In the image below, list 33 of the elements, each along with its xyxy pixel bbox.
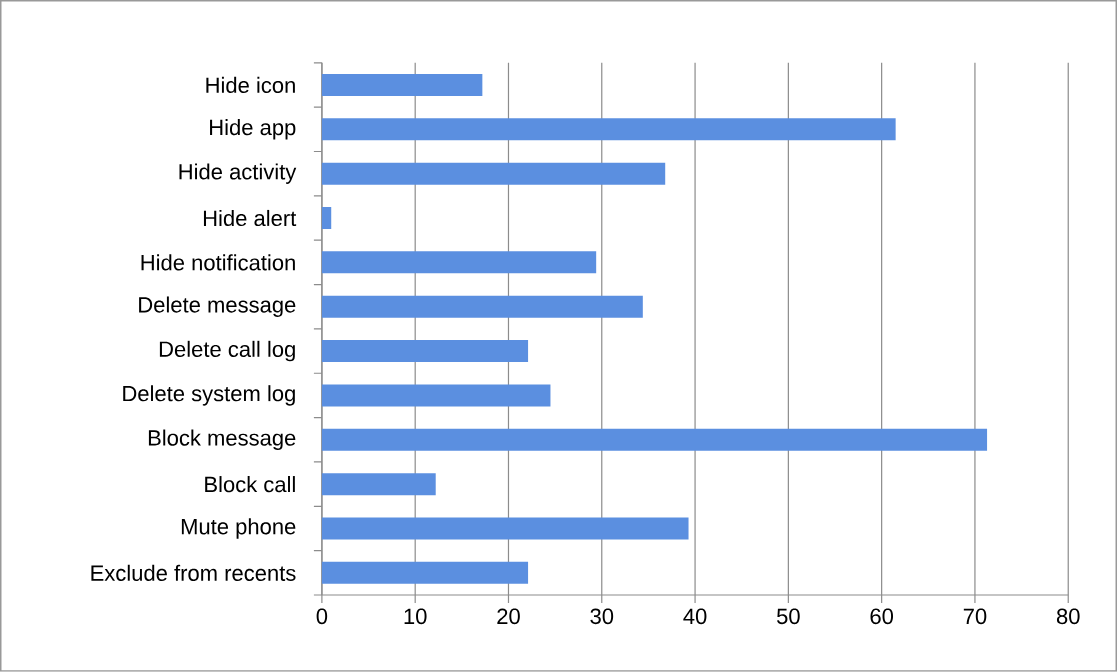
bar [321,118,896,141]
x-tick-label: 70 [963,608,987,625]
bar [321,428,988,451]
x-tick-label: 0 [316,608,328,625]
x-tick-label: 60 [870,608,894,625]
bar [321,162,666,185]
x-tick-label: 30 [590,608,614,625]
bar [321,473,436,496]
bar [321,340,529,363]
bar [321,74,483,97]
y-tick-label: Hide activity [179,163,297,185]
bar [321,517,689,540]
bar [321,207,332,230]
x-tick-label: 10 [404,608,427,625]
y-tick-label: Hide notification [141,254,295,271]
y-tick-label: Block message [148,429,296,451]
y-tick-label: Mute phone [181,518,296,539]
y-tick-label: Hide alert [203,210,297,227]
bar [321,561,529,584]
bar [321,384,551,407]
y-tick-label: Delete call log [159,340,295,362]
x-tick-label: 50 [776,608,800,625]
y-tick-label: Block call [205,476,295,493]
bar [321,251,597,274]
x-tick-label: 40 [683,608,707,625]
x-tick-label: 20 [497,608,520,625]
bar [321,295,643,318]
x-tick-label: 80 [1056,608,1080,625]
y-tick-label: Exclude from recents [91,564,296,582]
y-tick-label: Hide icon [206,76,295,94]
y-tick-label: Delete message [139,296,296,318]
y-tick-label: Hide app [210,119,296,140]
y-tick-label: Delete system log [123,385,295,406]
